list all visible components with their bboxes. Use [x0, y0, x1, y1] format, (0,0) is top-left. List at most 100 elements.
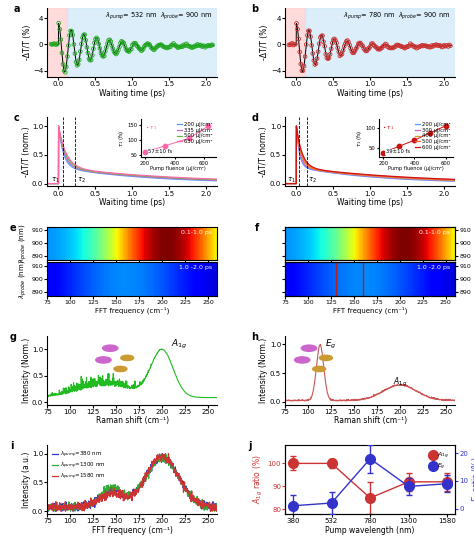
- Point: [306, 27, 313, 35]
- Point: [191, 42, 198, 51]
- Point: [59, 60, 67, 69]
- Point: [369, 39, 376, 48]
- $\lambda_{pump}$=1580 nm: [122, 496, 128, 503]
- 200 μJ/cm²: [283, 180, 288, 187]
- Point: [73, 61, 81, 70]
- Point: [445, 42, 452, 51]
- Point: [288, 39, 296, 48]
- 500 μJ/cm²: [180, 175, 186, 182]
- 500 μJ/cm²: [357, 171, 363, 178]
- 200 μJ/cm²: [45, 180, 50, 187]
- Point: [82, 36, 90, 45]
- Point: [173, 42, 181, 51]
- Point: [187, 42, 195, 51]
- 300 μJ/cm²: [399, 175, 405, 182]
- Point: [57, 35, 64, 44]
- Point: [348, 47, 356, 55]
- Circle shape: [114, 366, 127, 372]
- Point: [412, 42, 419, 51]
- Point: [192, 41, 200, 50]
- Point: [340, 42, 348, 51]
- 630 μJ/cm²: [161, 174, 167, 180]
- 400 μJ/cm²: [415, 176, 420, 182]
- Point: [405, 41, 413, 50]
- Point: [349, 48, 356, 57]
- Point: [358, 41, 365, 50]
- Point: [67, 27, 74, 35]
- Point: [113, 48, 121, 57]
- Point: [174, 44, 182, 52]
- $\lambda_{pump}$=1300 nm: [158, 455, 164, 462]
- 200 μJ/cm²: [415, 177, 420, 183]
- Point: [131, 39, 138, 47]
- Point: [84, 48, 92, 57]
- X-axis label: FFT frequency (cm⁻¹): FFT frequency (cm⁻¹): [95, 306, 170, 314]
- Point: [435, 41, 442, 50]
- Point: [318, 32, 325, 40]
- Point: [162, 43, 170, 52]
- Point: [64, 41, 72, 50]
- Point: [333, 39, 340, 47]
- 200 μJ/cm²: [293, 123, 299, 129]
- Point: [116, 42, 123, 51]
- 600 μJ/cm²: [357, 171, 363, 177]
- Point: [95, 40, 102, 48]
- 200 μJ/cm²: [300, 160, 306, 166]
- Point: [86, 56, 94, 65]
- $\lambda_{pump}$=1300 nm: [89, 499, 94, 506]
- Point: [93, 34, 100, 42]
- 300 μJ/cm²: [452, 177, 458, 184]
- Point: [290, 41, 297, 50]
- Bar: [44, 8, 67, 77]
- 335 μJ/cm²: [214, 177, 220, 183]
- 500 μJ/cm²: [415, 175, 420, 182]
- Bar: [305, 8, 459, 77]
- Point: [384, 42, 392, 51]
- Point: [323, 53, 330, 62]
- Text: $\lambda_{pump}$= 532 nm  $\lambda_{probe}$= 900 nm: $\lambda_{pump}$= 532 nm $\lambda_{probe…: [105, 10, 212, 22]
- Text: a: a: [13, 4, 20, 14]
- Line: 630 μJ/cm²: 630 μJ/cm²: [47, 126, 217, 183]
- Point: [203, 41, 211, 50]
- Point: [54, 39, 62, 48]
- Point: [109, 45, 117, 53]
- Point: [335, 47, 343, 56]
- Point: [381, 41, 388, 50]
- Point: [439, 42, 447, 51]
- Y-axis label: $\lambda_{probe}$ (nm): $\lambda_{probe}$ (nm): [18, 224, 29, 263]
- Point: [111, 49, 119, 58]
- Point: [419, 41, 426, 50]
- Point: [356, 39, 364, 47]
- 400 μJ/cm²: [351, 171, 357, 178]
- Point: [298, 66, 306, 75]
- Point: [117, 39, 124, 47]
- Point: [425, 42, 432, 51]
- $\lambda_{pump}$=380 nm: [158, 455, 164, 462]
- Point: [120, 39, 128, 47]
- Line: 200 μJ/cm²: 200 μJ/cm²: [47, 126, 217, 183]
- Point: [356, 39, 363, 47]
- 500 μJ/cm²: [177, 175, 183, 181]
- 600 μJ/cm²: [283, 180, 288, 187]
- Point: [393, 40, 401, 49]
- Text: $\tau_2$: $\tau_2$: [308, 176, 317, 186]
- Point: [121, 41, 128, 50]
- 500 μJ/cm²: [214, 176, 220, 183]
- Point: [375, 45, 383, 53]
- Point: [133, 41, 140, 50]
- Text: $\lambda_{pump}$= 780 nm  $\lambda_{probe}$= 900 nm: $\lambda_{pump}$= 780 nm $\lambda_{probe…: [343, 10, 450, 22]
- Point: [83, 43, 91, 52]
- Text: $\tau_1$: $\tau_1$: [52, 176, 60, 186]
- Point: [122, 45, 130, 53]
- 600 μJ/cm²: [399, 174, 405, 180]
- Point: [104, 39, 111, 48]
- Point: [321, 42, 328, 51]
- 300 μJ/cm²: [300, 158, 306, 164]
- Point: [81, 30, 89, 39]
- Point: [315, 39, 323, 48]
- 200 μJ/cm²: [452, 178, 458, 184]
- Point: [139, 45, 147, 53]
- Line: 300 μJ/cm²: 300 μJ/cm²: [285, 126, 455, 183]
- Point: [169, 40, 176, 49]
- Point: [171, 41, 178, 50]
